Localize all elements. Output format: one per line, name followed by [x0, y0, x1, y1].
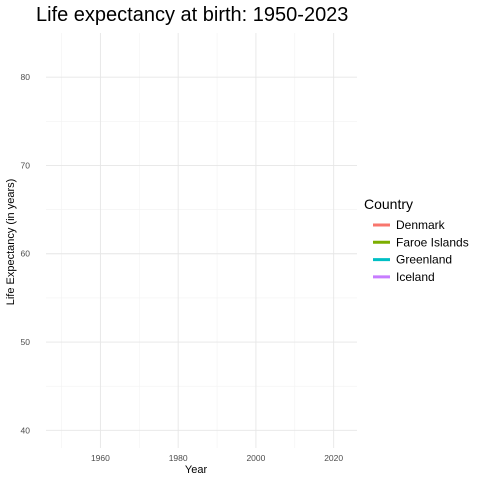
legend-label: Faroe Islands	[396, 235, 469, 249]
x-tick-label: 1960	[91, 453, 110, 463]
y-tick-label: 60	[21, 249, 31, 259]
y-axis-ticks: 40 50 60 70 80	[21, 72, 31, 435]
plot-area	[46, 33, 357, 448]
x-tick-label: 2020	[324, 453, 343, 463]
y-axis-title: Life Expectancy (in years)	[5, 179, 17, 306]
y-tick-label: 70	[21, 160, 31, 170]
legend-label: Iceland	[396, 270, 435, 284]
grid	[46, 33, 357, 448]
legend: Country Denmark Faroe Islands Greenland Ice…	[364, 196, 469, 284]
x-tick-label: 2000	[246, 453, 265, 463]
x-axis-title: Year	[185, 464, 208, 476]
y-tick-label: 80	[21, 72, 31, 82]
legend-label: Greenland	[396, 253, 452, 267]
y-tick-label: 50	[21, 337, 31, 347]
legend-items: Denmark Faroe Islands Greenland Iceland	[373, 218, 469, 284]
chart-title: Life expectancy at birth: 1950-2023	[36, 4, 348, 26]
x-axis-ticks: 1960 1980 2000 2020	[91, 453, 343, 463]
legend-title: Country	[364, 196, 413, 212]
x-tick-label: 1980	[169, 453, 188, 463]
legend-label: Denmark	[396, 218, 446, 232]
y-tick-label: 40	[21, 425, 31, 435]
